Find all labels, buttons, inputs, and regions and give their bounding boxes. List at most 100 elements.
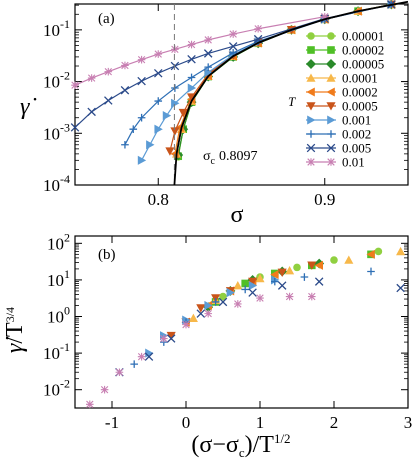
data-point bbox=[219, 292, 227, 301]
data-point bbox=[314, 260, 323, 270]
y-tick-label-b: 102 bbox=[47, 230, 70, 253]
data-point bbox=[229, 30, 237, 38]
data-point bbox=[367, 267, 375, 276]
sigma-c-annotation: σc 0.8097 bbox=[203, 149, 258, 167]
data-point bbox=[71, 81, 79, 90]
legend-marker bbox=[307, 46, 315, 54]
legend-marker bbox=[327, 46, 335, 54]
y-tick-label-a: 10-3 bbox=[43, 120, 70, 143]
data-point bbox=[165, 147, 175, 156]
data-point bbox=[154, 97, 163, 105]
y-tick-label-b: 101 bbox=[47, 267, 70, 290]
legend-label: 0.00002 bbox=[342, 43, 384, 58]
data-point bbox=[300, 273, 309, 281]
legend-marker bbox=[326, 87, 335, 97]
legend-marker bbox=[327, 158, 335, 166]
legend-item: 0.005 bbox=[306, 141, 371, 156]
data-point bbox=[187, 83, 197, 93]
y-tick-label-b: 10-2 bbox=[43, 377, 70, 400]
legend-item: 0.00002 bbox=[306, 43, 384, 58]
data-point bbox=[187, 40, 196, 49]
data-point bbox=[196, 304, 206, 313]
panel-b: (b) -1 0 1 2 3 10-2 10-1 100 101 102 γ̇/T3/4 (σ−σ… bbox=[2, 230, 412, 460]
legend-marker bbox=[326, 143, 336, 153]
data-point bbox=[366, 249, 375, 259]
data-point bbox=[256, 294, 264, 302]
data-point bbox=[271, 277, 279, 286]
data-point bbox=[137, 155, 147, 165]
legend-marker bbox=[326, 73, 336, 82]
series-0.002 bbox=[130, 267, 375, 368]
legend-label: 0.00001 bbox=[342, 29, 384, 44]
y-tick-label-a: 10-1 bbox=[43, 17, 70, 40]
data-point bbox=[120, 85, 130, 95]
y-axis-title-b: γ̇/T3/4 bbox=[2, 307, 28, 353]
legend-marker bbox=[306, 59, 316, 69]
x-tick-label-b: -1 bbox=[105, 413, 119, 432]
data-point bbox=[137, 352, 146, 361]
legend-marker bbox=[306, 102, 316, 111]
series-0.00001 bbox=[219, 247, 383, 301]
data-point bbox=[255, 273, 265, 283]
data-point bbox=[160, 334, 168, 343]
data-point bbox=[137, 113, 146, 122]
fit-curve bbox=[173, 0, 409, 186]
data-point bbox=[153, 68, 163, 78]
data-point bbox=[396, 246, 406, 256]
data-point bbox=[178, 108, 188, 118]
panel-a: (a) 0.8 0.910-410-310-210-1 T 0.000010.00… bbox=[20, 0, 409, 228]
data-point bbox=[314, 277, 324, 286]
legend-marker bbox=[327, 32, 335, 40]
data-point bbox=[254, 24, 262, 33]
data-point bbox=[270, 270, 279, 280]
data-point bbox=[293, 263, 301, 272]
legend: T 0.000010.000020.000050.00010.00020.000… bbox=[288, 29, 384, 170]
series-line bbox=[74, 16, 325, 86]
legend-marker bbox=[307, 32, 315, 40]
legend-label: 0.0002 bbox=[342, 85, 378, 100]
data-point bbox=[211, 298, 220, 306]
data-point bbox=[204, 67, 213, 78]
panel-label-a: (a) bbox=[98, 11, 115, 27]
data-point bbox=[87, 74, 96, 82]
data-point bbox=[344, 255, 354, 264]
series-0.001 bbox=[145, 275, 280, 358]
series-0.0005 bbox=[166, 261, 317, 341]
legend-title: T bbox=[288, 94, 296, 109]
y-tick-label-b: 10-1 bbox=[43, 340, 70, 363]
data-point bbox=[248, 281, 258, 291]
data-point bbox=[154, 124, 163, 134]
data-point bbox=[171, 98, 180, 108]
legend-label: 0.001 bbox=[342, 113, 371, 128]
legend-item: 0.002 bbox=[306, 127, 371, 142]
x-tick-label-a: 0.9 bbox=[314, 190, 335, 209]
data-point bbox=[121, 61, 129, 70]
data-point bbox=[182, 320, 190, 329]
annotation-value: 0.8097 bbox=[219, 149, 258, 164]
data-point bbox=[186, 93, 197, 102]
data-point bbox=[204, 309, 212, 318]
legend-label: 0.002 bbox=[342, 127, 371, 142]
legend-label: 0.005 bbox=[342, 141, 371, 156]
data-point bbox=[70, 123, 80, 132]
annotation-subscript: c bbox=[211, 156, 216, 167]
legend-marker bbox=[306, 73, 316, 82]
legend-label: 0.00005 bbox=[342, 57, 384, 72]
legend-marker bbox=[307, 115, 316, 125]
data-point bbox=[248, 288, 257, 297]
x-tick-label-b: 3 bbox=[404, 413, 413, 432]
legend-marker bbox=[327, 130, 335, 138]
data-point bbox=[187, 55, 196, 64]
legend-marker bbox=[306, 143, 316, 153]
legend-item: 0.0001 bbox=[306, 71, 378, 86]
data-point bbox=[166, 334, 176, 343]
data-point bbox=[330, 256, 338, 264]
x-tick-label-b: 2 bbox=[330, 413, 339, 432]
legend-marker bbox=[307, 130, 315, 138]
data-point bbox=[100, 385, 109, 394]
series-0.005 bbox=[115, 277, 405, 377]
data-point bbox=[104, 96, 113, 105]
data-point bbox=[203, 49, 213, 58]
data-point bbox=[226, 288, 235, 298]
